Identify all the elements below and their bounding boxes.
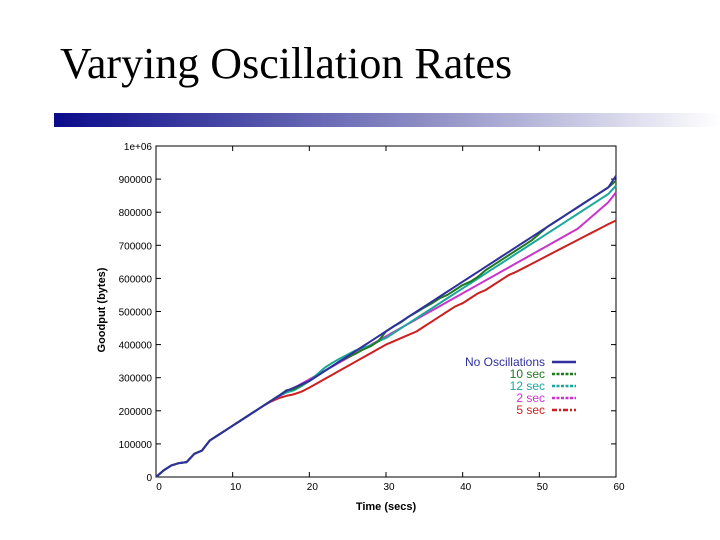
y-tick-label: 100000: [119, 440, 153, 451]
x-tick-label: 0: [156, 482, 162, 493]
y-tick-label: 400000: [119, 341, 153, 352]
legend-label: 12 sec: [510, 379, 545, 393]
series-line-no-oscillations: [155, 175, 617, 478]
legend-label: No Oscillations: [465, 355, 545, 369]
x-tick-label: 30: [383, 482, 395, 493]
slide-title: Varying Oscillation Rates: [60, 39, 513, 88]
series-line-2-sec: [155, 191, 617, 478]
y-tick-label: 900000: [119, 175, 153, 186]
tick-labels: 0 100000 200000 300000 400000 500000 600000 700…: [119, 142, 625, 493]
title-underline-bar: [54, 113, 720, 127]
legend-label: 5 sec: [516, 403, 545, 417]
y-tick-label: 500000: [119, 308, 153, 319]
series-lines: [155, 175, 617, 478]
y-tick-label: 300000: [119, 374, 153, 385]
y-tick-label: 700000: [119, 241, 153, 252]
x-tick-label: 10: [230, 482, 242, 493]
plot-frame: [155, 145, 617, 478]
x-tick-label: 50: [537, 482, 549, 493]
legend-label: 10 sec: [510, 367, 545, 381]
y-tick-label: 0: [146, 473, 152, 484]
series-line-5-sec: [155, 219, 617, 478]
x-tick-label: 60: [613, 482, 625, 493]
x-axis-label: Time (secs): [356, 501, 417, 513]
y-tick-label: 200000: [119, 407, 153, 418]
y-tick-label: 800000: [119, 208, 153, 219]
series-line-10-sec: [155, 179, 617, 478]
x-tick-label: 40: [460, 482, 472, 493]
y-axis-label: Goodput (bytes): [96, 267, 108, 352]
y-tick-label: 600000: [119, 274, 153, 285]
legend-label: 2 sec: [516, 391, 545, 405]
axes: [155, 145, 617, 478]
y-tick-label: 1e+06: [124, 142, 153, 153]
x-tick-label: 20: [307, 482, 319, 493]
